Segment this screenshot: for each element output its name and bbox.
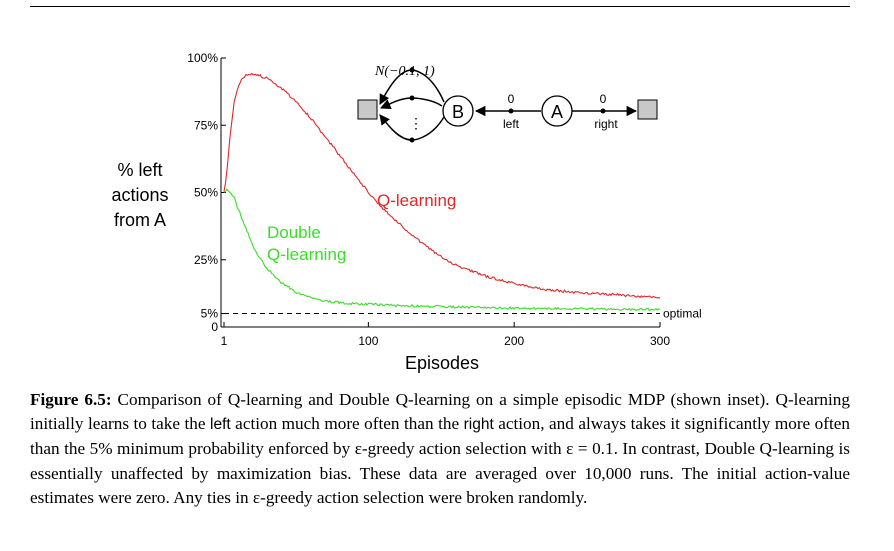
caption-right-word: right: [463, 416, 494, 434]
left-reward-label: 0: [508, 92, 515, 106]
series-labels: Q-learning Double Q-learning: [267, 191, 456, 264]
caption-left-word: left: [210, 416, 231, 434]
ellipsis-dots: ⋮: [409, 117, 423, 132]
y-tick-label-1: 5%: [201, 307, 219, 321]
caption-label: Figure 6.5:: [30, 390, 112, 409]
action-node-2: [409, 95, 415, 101]
y-tick-label-2: 25%: [194, 253, 218, 267]
action-node-1: [409, 67, 415, 73]
series-label-1: Double Q-learning: [267, 223, 346, 264]
caption-text-2: action much more often than the: [230, 414, 464, 434]
terminal-state-right: [637, 99, 658, 120]
series-group: [223, 72, 661, 312]
y-tick-label-0: 0: [211, 320, 218, 334]
y-axis-label-line-3: from A: [113, 210, 166, 230]
y-ticks: 05% 25% 50% 75% 100%: [187, 51, 226, 334]
series-label-0: Q-learning: [377, 191, 456, 210]
right-action-node: [600, 108, 606, 114]
figure-caption: Figure 6.5: Comparison of Q-learning and…: [30, 388, 850, 510]
caption-text-1: Comparison of Q-learning and Double Q-le…: [30, 390, 850, 434]
state-a-label: A: [551, 102, 563, 122]
right-action-label: right: [594, 117, 618, 131]
x-tick-label-0: 1: [221, 334, 228, 348]
terminal-state-left: [357, 99, 378, 120]
y-axis-label-line-1: % left: [117, 160, 163, 180]
y-tick-label-3: 50%: [194, 186, 218, 200]
x-tick-label-3: 300: [650, 334, 670, 348]
y-tick-label-5: 100%: [187, 51, 218, 65]
left-action-label: left: [503, 117, 520, 131]
page-header-rule: [30, 6, 850, 7]
y-axis-label-line-2: actions: [111, 185, 169, 205]
reference-line-group: optimal: [224, 307, 702, 321]
y-tick-label-4: 75%: [194, 118, 218, 132]
mdp-inset: ⋮ N(−0.1, 1) B A 0 left 0 right: [357, 64, 658, 143]
action-node-3: [409, 137, 415, 143]
x-tick-label-1: 100: [358, 334, 378, 348]
caption-text-3: action, and always takes it significantl…: [30, 414, 850, 507]
right-reward-label: 0: [600, 92, 607, 106]
y-axis-label: % left actions from A: [95, 158, 185, 233]
state-b-circle: [442, 95, 474, 127]
optimal-label: optimal: [663, 307, 702, 321]
x-axis-label: Episodes: [405, 353, 479, 373]
state-b-label: B: [452, 102, 464, 122]
left-action-node: [508, 108, 514, 114]
x-ticks: 1 100 200 300: [221, 322, 670, 348]
series-line-0: [223, 72, 661, 299]
x-tick-label-2: 200: [504, 334, 524, 348]
reward-distribution-label: N(−0.1, 1): [374, 64, 435, 79]
series-line-1: [223, 188, 661, 312]
